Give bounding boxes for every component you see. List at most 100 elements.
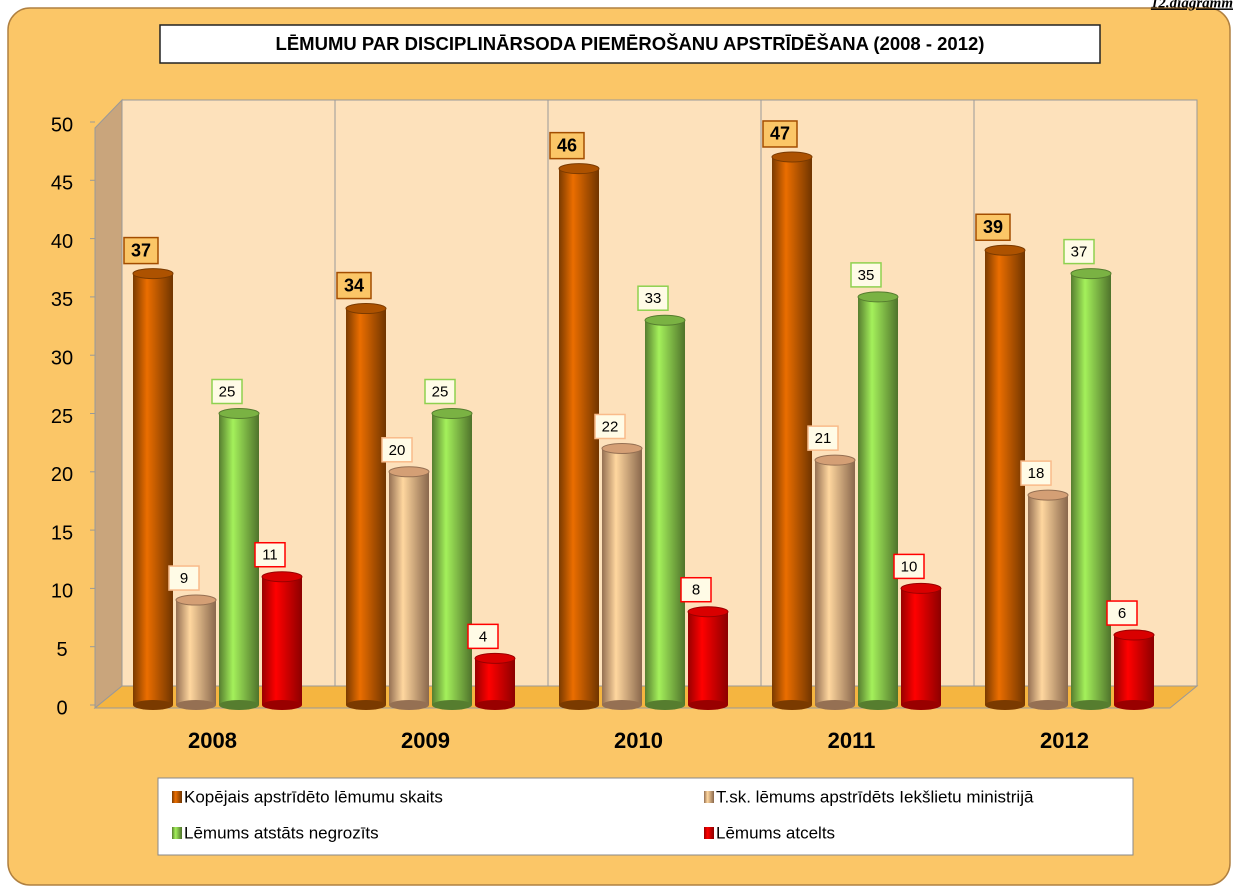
bar xyxy=(558,163,600,710)
bar-top xyxy=(175,594,217,606)
value-label: 6 xyxy=(1118,605,1126,622)
value-label: 47 xyxy=(770,124,790,144)
bar xyxy=(601,442,643,710)
value-label-box xyxy=(1063,238,1095,265)
x-tick-label: 2009 xyxy=(401,728,450,753)
bar-top xyxy=(218,408,260,419)
value-label-box xyxy=(424,378,456,405)
value-label-box xyxy=(123,236,159,265)
bar-base xyxy=(475,700,515,710)
bar-body xyxy=(985,250,1025,705)
bar-top xyxy=(984,244,1026,256)
y-tick-label: 40 xyxy=(51,231,73,253)
bar xyxy=(261,571,303,710)
value-label-box xyxy=(807,425,839,451)
value-label: 4 xyxy=(479,628,487,645)
bar-body xyxy=(432,413,472,705)
chart-title: LĒMUMU PAR DISCIPLINĀRSODA PIEMĒROŠANU A… xyxy=(276,33,985,54)
bar-base xyxy=(1028,700,1068,710)
bar xyxy=(175,594,217,710)
bar-top xyxy=(1113,629,1155,641)
bar-top xyxy=(1070,268,1112,280)
legend-label: Lēmums atcelts xyxy=(716,823,835,842)
bar-base xyxy=(389,700,429,710)
bar-top xyxy=(771,151,813,163)
bar xyxy=(771,151,813,710)
value-label-box xyxy=(680,576,712,603)
value-label-box xyxy=(168,565,200,591)
bar-base xyxy=(346,700,386,710)
bar-top xyxy=(388,466,430,478)
value-label: 22 xyxy=(602,418,619,435)
x-tick-label: 2010 xyxy=(614,728,663,753)
y-tick-label: 10 xyxy=(51,581,73,603)
bar-base xyxy=(645,700,685,710)
x-tick-label: 2008 xyxy=(188,728,237,753)
value-label-box xyxy=(637,285,669,311)
bar xyxy=(132,268,174,710)
bar-base xyxy=(901,700,941,710)
legend-label: Kopējais apstrīdēto lēmumu skaits xyxy=(184,787,443,806)
value-label: 37 xyxy=(131,240,151,260)
bar-body xyxy=(389,471,429,705)
x-tick-label: 2011 xyxy=(828,728,876,753)
bar xyxy=(814,454,856,710)
value-label: 39 xyxy=(983,217,1003,237)
y-tick-label: 30 xyxy=(51,347,73,369)
bar-top xyxy=(345,303,387,315)
bar xyxy=(857,291,899,710)
bar-top xyxy=(558,163,600,175)
x-tick-label: 2012 xyxy=(1040,728,1089,753)
bar-body xyxy=(688,611,728,705)
value-label: 8 xyxy=(692,582,700,599)
bar xyxy=(1113,629,1155,710)
bar-top xyxy=(431,408,473,419)
bar xyxy=(644,314,686,710)
value-label-box xyxy=(762,120,798,148)
value-label: 10 xyxy=(901,558,918,575)
bar-base xyxy=(176,700,216,710)
bar xyxy=(687,606,729,710)
bar-body xyxy=(645,320,685,705)
bar xyxy=(388,466,430,710)
bar-body xyxy=(858,296,898,705)
bar-base xyxy=(985,700,1025,710)
bar xyxy=(431,408,473,710)
bar-top xyxy=(1027,489,1069,501)
value-label: 34 xyxy=(344,275,364,295)
y-tick-label: 0 xyxy=(56,697,67,719)
bar xyxy=(984,244,1026,710)
bar-base xyxy=(432,700,472,710)
bar-base xyxy=(219,700,259,710)
value-label-box xyxy=(381,437,413,463)
legend-label: T.sk. lēmums apstrīdēts Iekšlietu minist… xyxy=(716,787,1034,806)
bar-body xyxy=(602,448,642,705)
bar-body xyxy=(176,600,216,705)
value-label-box xyxy=(336,271,372,300)
y-tick-label: 5 xyxy=(56,639,67,661)
bar-top xyxy=(261,571,303,583)
value-label: 11 xyxy=(262,547,278,564)
bar-base xyxy=(559,700,599,710)
bar-body xyxy=(1071,273,1111,705)
bar xyxy=(474,652,516,710)
bar-top xyxy=(474,652,516,664)
value-label-box xyxy=(467,623,499,650)
value-label-box xyxy=(254,541,286,568)
bar-top xyxy=(644,314,686,326)
value-label-box xyxy=(850,262,882,288)
value-label-box xyxy=(549,131,585,160)
y-tick-label: 45 xyxy=(51,173,73,195)
bar xyxy=(345,303,387,710)
bar-top xyxy=(857,291,899,303)
value-label: 33 xyxy=(645,290,662,307)
value-label: 25 xyxy=(432,383,449,400)
bar-body xyxy=(901,588,941,705)
value-label-box xyxy=(211,378,243,405)
bar-body xyxy=(772,156,812,706)
value-label: 20 xyxy=(389,442,406,459)
value-label-box xyxy=(975,213,1011,242)
bar-base xyxy=(815,700,855,710)
